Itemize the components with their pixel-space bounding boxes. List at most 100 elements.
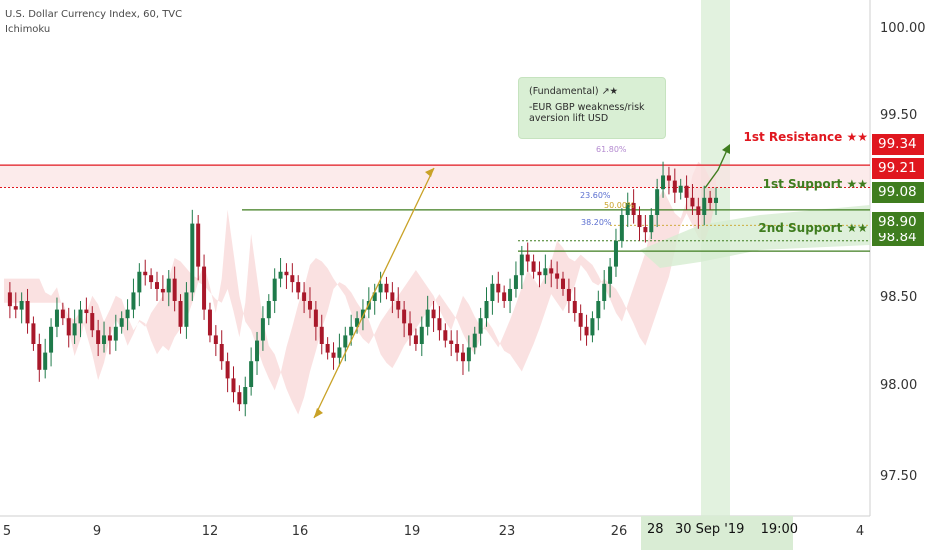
candle-body bbox=[131, 292, 136, 310]
x-tick-12: 12 bbox=[201, 524, 219, 539]
target-arrow bbox=[704, 147, 729, 189]
candle-body bbox=[72, 323, 77, 336]
cloud-red-area bbox=[4, 161, 716, 415]
candle-body bbox=[137, 271, 142, 293]
y-tick-98-50: 98.50 bbox=[880, 290, 918, 305]
x-selected-date: 30 Sep '19 19:00 bbox=[671, 516, 798, 550]
candle-body bbox=[590, 318, 595, 336]
candle-body bbox=[666, 175, 671, 181]
candle-body bbox=[360, 309, 365, 319]
candle-body bbox=[178, 301, 183, 327]
candle-body bbox=[102, 335, 107, 344]
candle-body bbox=[19, 301, 24, 310]
candle-body bbox=[278, 271, 283, 279]
candle-body bbox=[678, 185, 683, 193]
candle-body bbox=[231, 378, 236, 393]
candle-body bbox=[90, 313, 95, 331]
indicator-label[interactable]: Ichimoku bbox=[5, 24, 51, 35]
cloud-green-area bbox=[640, 205, 870, 268]
candle-body bbox=[413, 335, 418, 344]
x-tick-26: 26 bbox=[610, 524, 628, 539]
candle-body bbox=[602, 283, 607, 301]
candle-body bbox=[655, 189, 660, 215]
candle-body bbox=[672, 180, 677, 193]
candle-body bbox=[508, 288, 513, 301]
candle-body bbox=[484, 301, 489, 319]
candle-body bbox=[307, 301, 312, 310]
x-selected-date-text: 30 Sep '19 bbox=[675, 522, 745, 537]
candle-body bbox=[402, 309, 407, 324]
target-arrow-head bbox=[722, 144, 730, 154]
callout-title: (Fundamental) ↗★ bbox=[529, 86, 619, 97]
candle-body bbox=[255, 340, 260, 362]
candle-body bbox=[54, 309, 59, 327]
candle-body bbox=[7, 292, 12, 307]
support-2-label: 2nd Support ★★ bbox=[758, 221, 868, 235]
candle-body bbox=[460, 352, 465, 362]
price-badge-resistance: 99.34 bbox=[872, 134, 924, 155]
candle-body bbox=[78, 309, 83, 324]
level-lines bbox=[0, 164, 870, 252]
candle-body bbox=[449, 340, 454, 344]
candle-body bbox=[572, 301, 577, 314]
candle-body bbox=[49, 326, 54, 353]
candle-body bbox=[202, 266, 207, 310]
candle-body bbox=[43, 352, 48, 370]
candle-body bbox=[337, 347, 342, 358]
resistance-zone bbox=[0, 165, 870, 188]
candle-body bbox=[313, 309, 318, 327]
candle-body bbox=[661, 175, 666, 190]
candle-body bbox=[319, 326, 324, 344]
candle-body bbox=[561, 278, 566, 289]
candle-body bbox=[408, 323, 413, 336]
candle-body bbox=[649, 215, 654, 233]
measure-arrow-head-top bbox=[425, 168, 434, 177]
drawings: 61.80% 23.60% 38.20% 50.00% bbox=[313, 144, 730, 419]
candle-body bbox=[690, 197, 695, 207]
candle-body bbox=[284, 271, 289, 276]
x-selected-28: 28 bbox=[641, 516, 671, 550]
x-selected-time: 19:00 bbox=[760, 522, 799, 537]
candle-body bbox=[249, 361, 254, 387]
candle-body bbox=[702, 197, 707, 215]
fundamental-callout[interactable]: (Fundamental) ↗★ -EUR GBP weakness/risk … bbox=[518, 77, 666, 139]
price-badge-support-1: 99.08 bbox=[872, 182, 924, 203]
ichimoku-cloud bbox=[4, 161, 870, 415]
candle-body bbox=[219, 344, 224, 362]
measure-arrow-head-bottom bbox=[314, 408, 323, 418]
candle-body bbox=[619, 215, 624, 241]
candle-body bbox=[431, 309, 436, 319]
y-tick-98: 98.00 bbox=[880, 378, 918, 393]
candles bbox=[7, 161, 718, 417]
candle-body bbox=[490, 283, 495, 301]
candle-body bbox=[625, 202, 630, 215]
measure-arrow bbox=[313, 167, 435, 419]
candle-body bbox=[578, 313, 583, 327]
candle-body bbox=[25, 301, 30, 324]
y-tick-100: 100.00 bbox=[880, 21, 926, 36]
candle-body bbox=[384, 283, 389, 293]
candle-body bbox=[266, 301, 271, 319]
candle-body bbox=[684, 185, 689, 198]
candle-body bbox=[631, 202, 636, 215]
candle-body bbox=[331, 352, 336, 358]
candle-body bbox=[31, 323, 36, 344]
candle-body bbox=[525, 254, 530, 262]
candle-body bbox=[608, 266, 613, 284]
candle-body bbox=[325, 344, 330, 353]
candle-body bbox=[160, 288, 165, 293]
candle-body bbox=[172, 278, 177, 301]
candle-body bbox=[213, 335, 218, 344]
candle-body bbox=[566, 288, 571, 301]
candle-body bbox=[613, 240, 618, 267]
candle-body bbox=[466, 347, 471, 362]
x-tick-19: 19 bbox=[403, 524, 421, 539]
callout-line-1: -EUR GBP weakness/risk bbox=[529, 102, 645, 113]
candle-body bbox=[437, 318, 442, 331]
candle-body bbox=[531, 261, 536, 272]
candle-body bbox=[190, 223, 195, 293]
candle-body bbox=[637, 215, 642, 228]
candle-body bbox=[372, 292, 377, 301]
candle-body bbox=[419, 326, 424, 344]
